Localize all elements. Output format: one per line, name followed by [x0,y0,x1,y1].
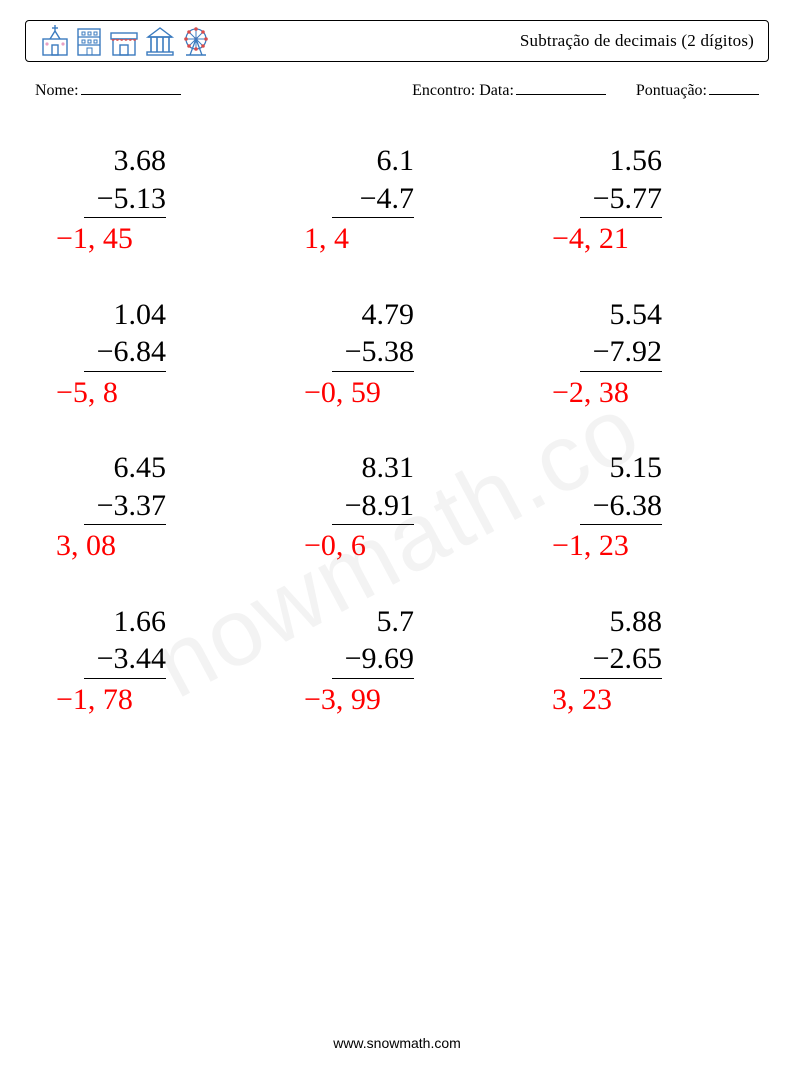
ferris-wheel-icon [180,25,212,57]
problem-stack: 1.56−5.77 [580,142,662,218]
problem-stack: 5.7−9.69 [332,603,414,679]
answer: −0, 59 [304,374,381,412]
answer: −2, 38 [552,374,629,412]
score-label: Pontuação: [636,82,707,100]
bank-icon [144,25,176,57]
subtrahend: −2.65 [580,640,662,679]
problem: 6.1−4.71, 4 [288,142,506,258]
problem: 1.66−3.44−1, 78 [40,603,258,719]
problem: 5.7−9.69−3, 99 [288,603,506,719]
problem-stack: 1.04−6.84 [84,296,166,372]
subtrahend: −3.37 [84,487,166,526]
date-blank [516,80,606,95]
minuend: 5.54 [610,296,663,334]
problems-grid: 3.68−5.13−1, 45 6.1−4.71, 4 1.56−5.77−4, 2… [40,142,754,718]
minuend: 4.79 [362,296,415,334]
subtrahend: −6.38 [580,487,662,526]
problem-stack: 6.45−3.37 [84,449,166,525]
problem: 8.31−8.91−0, 6 [288,449,506,565]
subtrahend: −7.92 [580,333,662,372]
score-blank [709,80,759,95]
footer-url: www.snowmath.com [0,1035,794,1051]
minuend: 1.66 [114,603,167,641]
answer: −1, 78 [56,681,133,719]
subtrahend: −4.7 [332,180,414,219]
problem-stack: 5.54−7.92 [580,296,662,372]
problem-stack: 3.68−5.13 [84,142,166,218]
problem-stack: 1.66−3.44 [84,603,166,679]
problem-stack: 5.15−6.38 [580,449,662,525]
answer: −0, 6 [304,527,366,565]
minuend: 5.88 [610,603,663,641]
problem: 6.45−3.373, 08 [40,449,258,565]
problems-area: 3.68−5.13−1, 45 6.1−4.71, 4 1.56−5.77−4, 2… [40,142,754,718]
answer: −1, 45 [56,220,133,258]
name-blank [81,80,181,95]
problem: 3.68−5.13−1, 45 [40,142,258,258]
church-icon [40,25,70,57]
subtrahend: −8.91 [332,487,414,526]
minuend: 3.68 [114,142,167,180]
subtrahend: −5.38 [332,333,414,372]
problem-stack: 6.1−4.7 [332,142,414,218]
subtrahend: −5.77 [580,180,662,219]
problem: 5.88−2.653, 23 [536,603,754,719]
name-label: Nome: [35,82,79,100]
shop-icon [108,25,140,57]
subtrahend: −3.44 [84,640,166,679]
name-field: Nome: [35,80,181,100]
answer: −4, 21 [552,220,629,258]
score-field: Pontuação: [636,80,759,100]
subtrahend: −9.69 [332,640,414,679]
problem: 1.04−6.84−5, 8 [40,296,258,412]
problem-stack: 5.88−2.65 [580,603,662,679]
minuend: 5.15 [610,449,663,487]
minuend: 6.45 [114,449,167,487]
encounter-field: Encontro: Data: [412,80,606,100]
encounter-label: Encontro: Data: [412,82,514,100]
worksheet-title: Subtração de decimais (2 dígitos) [520,31,754,51]
answer: −3, 99 [304,681,381,719]
answer: 3, 23 [552,681,612,719]
problem: 5.54−7.92−2, 38 [536,296,754,412]
answer: −1, 23 [552,527,629,565]
subtrahend: −5.13 [84,180,166,219]
answer: 3, 08 [56,527,116,565]
answer: 1, 4 [304,220,349,258]
subtrahend: −6.84 [84,333,166,372]
header-icons [40,25,212,57]
minuend: 6.1 [377,142,415,180]
problem: 5.15−6.38−1, 23 [536,449,754,565]
problem-stack: 4.79−5.38 [332,296,414,372]
problem: 4.79−5.38−0, 59 [288,296,506,412]
minuend: 8.31 [362,449,415,487]
problem: 1.56−5.77−4, 21 [536,142,754,258]
minuend: 1.56 [610,142,663,180]
office-building-icon [74,25,104,57]
meta-row: Nome: Encontro: Data: Pontuação: [35,80,759,100]
header-box: Subtração de decimais (2 dígitos) [25,20,769,62]
minuend: 1.04 [114,296,167,334]
problem-stack: 8.31−8.91 [332,449,414,525]
minuend: 5.7 [377,603,415,641]
answer: −5, 8 [56,374,118,412]
